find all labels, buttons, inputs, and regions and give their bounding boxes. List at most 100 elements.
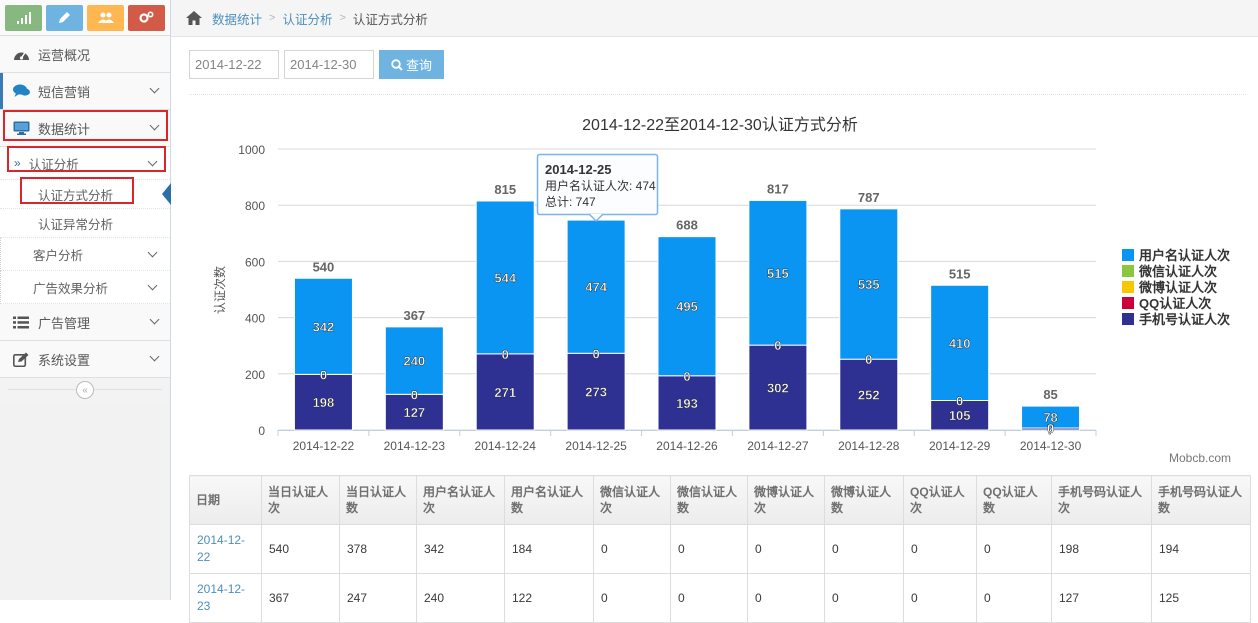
nav-item-system-settings[interactable]: 系统设置 — [0, 341, 170, 378]
bar-segment — [657, 236, 717, 377]
bar-segment — [384, 393, 444, 431]
search-icon — [391, 58, 403, 71]
shortcut-edit-button[interactable] — [46, 4, 83, 31]
chevron-down-icon — [147, 280, 158, 291]
bar-data-label: 240 — [403, 354, 425, 369]
bar-segment — [293, 277, 353, 375]
table-cell: 378 — [339, 524, 417, 574]
home-icon[interactable] — [186, 11, 202, 25]
nav-item-overview[interactable]: 运营概况 — [0, 36, 170, 73]
desktop-icon — [12, 119, 30, 137]
table-header-cell: 用户名认证人数 — [504, 475, 594, 525]
bar-total-label: 817 — [767, 181, 789, 196]
y-axis-label: 认证次数 — [212, 266, 227, 314]
x-tick-label: 2014-12-30 — [1020, 439, 1082, 453]
bar-data-label: 198 — [313, 395, 335, 410]
shortcut-settings-button[interactable] — [128, 4, 165, 31]
date-link[interactable]: 2014-12-22 — [197, 533, 246, 564]
legend-label: 手机号认证人次 — [1139, 312, 1230, 327]
chevron-down-icon — [149, 83, 160, 94]
breadcrumb-link[interactable]: 数据统计 — [212, 12, 263, 27]
chevron-right-icon: > — [269, 12, 276, 24]
bar-data-label: 127 — [403, 405, 425, 420]
bar-total-label: 540 — [313, 259, 335, 274]
bar-data-label: 0 — [320, 367, 327, 382]
bar-data-label: 544 — [494, 270, 516, 285]
breadcrumb-current: 认证方式分析 — [352, 12, 428, 27]
bar-data-label: 342 — [313, 319, 335, 334]
table-row: 2014-12-23 367 247 240 122 0 0 0 0 0 0 127 125 — [189, 573, 1251, 623]
table-cell: 0 — [747, 573, 825, 623]
nav-item-auth-analysis[interactable]: » 认证分析 — [0, 147, 170, 180]
tooltip-line: 总计: 747 — [545, 195, 596, 209]
dashboard-icon — [12, 45, 30, 63]
x-tick-label: 2014-12-28 — [838, 439, 900, 453]
date-link[interactable]: 2014-12-23 — [197, 582, 246, 613]
sidebar: 运营概况 短信营销 数据统计 » 认证分析 认证方式分析 认证异常分析 客户分析… — [0, 0, 171, 600]
signal-icon — [16, 11, 31, 24]
nav-item-ad-management[interactable]: 广告管理 — [0, 304, 170, 341]
chevron-down-icon — [149, 351, 160, 362]
bar-data-label: 0 — [411, 387, 418, 402]
bar-data-label: 535 — [858, 277, 880, 292]
nav-item-auth-error-analysis[interactable]: 认证异常分析 — [0, 209, 170, 238]
y-tick-label: 400 — [245, 312, 265, 326]
table-cell: 198 — [1051, 524, 1152, 574]
edit-icon — [12, 350, 30, 368]
bar-segment — [384, 326, 444, 395]
table-cell: 540 — [261, 524, 340, 574]
table-cell: 0 — [976, 524, 1052, 574]
legend-swatch — [1122, 249, 1134, 261]
nav-item-label: 运营概况 — [38, 47, 91, 63]
bar-data-label: 302 — [767, 381, 789, 396]
bar-data-label: 193 — [676, 396, 698, 411]
shortcut-stats-button[interactable] — [5, 4, 42, 31]
bar-data-label: 0 — [865, 352, 872, 367]
nav-item-sms-marketing[interactable]: 短信营销 — [0, 73, 170, 110]
table-cell: 0 — [976, 573, 1052, 623]
breadcrumb-link[interactable]: 认证分析 — [282, 12, 333, 27]
start-date-input[interactable] — [189, 50, 279, 79]
bar-segment — [566, 352, 626, 431]
table-cell: 0 — [824, 573, 904, 623]
nav-item-customer-analysis[interactable]: 客户分析 — [0, 238, 170, 271]
table-header-cell: 微博认证人次 — [747, 475, 825, 525]
table-cell: 125 — [1151, 573, 1251, 623]
shortcut-users-button[interactable] — [87, 4, 124, 31]
nav-item-label: 广告管理 — [38, 315, 91, 331]
table-header-cell: 微博认证人数 — [824, 475, 904, 525]
query-button[interactable]: 查询 — [379, 50, 444, 79]
bar-segment — [748, 344, 808, 431]
date-filter: 查询 — [189, 50, 444, 79]
stats-table: 日期 当日认证人次 当日认证人数 用户名认证人次 用户名认证人数 微信认证人次 微信认证人数… — [189, 475, 1251, 623]
table-header-cell: 微信认证人次 — [593, 475, 671, 525]
table-cell: 127 — [1051, 573, 1152, 623]
bar-total-label: 85 — [1043, 387, 1057, 402]
sidebar-collapse-bar: « — [0, 378, 170, 402]
bar-total-label: 515 — [949, 266, 971, 281]
table-body: 2014-12-22 540 378 342 184 0 0 0 0 0 0 198 194 2014-1… — [189, 524, 1251, 623]
pencil-icon — [59, 12, 70, 23]
tooltip-line: 用户名认证人次: 474 — [545, 178, 656, 193]
bar-data-label: 495 — [676, 299, 698, 314]
auth-method-chart: 2014-12-22至2014-12-30认证方式分析 0 200 400 600 800… — [212, 116, 1231, 465]
table-cell: 184 — [504, 524, 594, 574]
y-tick-label: 200 — [245, 368, 265, 382]
nav-item-data-stats[interactable]: 数据统计 — [0, 110, 170, 147]
nav-item-ad-effect-analysis[interactable]: 广告效果分析 — [0, 271, 170, 304]
bar-data-label: 0 — [683, 369, 690, 384]
nav-item-label: 广告效果分析 — [33, 281, 109, 296]
nav-item-auth-method-analysis[interactable]: 认证方式分析 — [0, 180, 171, 209]
x-tick-label: 2014-12-29 — [929, 439, 991, 453]
bar-segment — [1021, 405, 1081, 429]
end-date-input[interactable] — [284, 50, 374, 79]
table-header-cell: 微信认证人数 — [670, 475, 748, 525]
bar-segment — [839, 358, 899, 431]
table-header-cell: 手机号码认证人数 — [1151, 475, 1251, 525]
bar-segment — [475, 353, 535, 431]
bar-segment — [293, 373, 353, 431]
legend-label: 用户名认证人次 — [1138, 248, 1230, 263]
sidebar-collapse-button[interactable]: « — [76, 381, 94, 399]
x-tick-label: 2014-12-23 — [384, 439, 446, 453]
chevron-down-icon — [149, 120, 160, 131]
